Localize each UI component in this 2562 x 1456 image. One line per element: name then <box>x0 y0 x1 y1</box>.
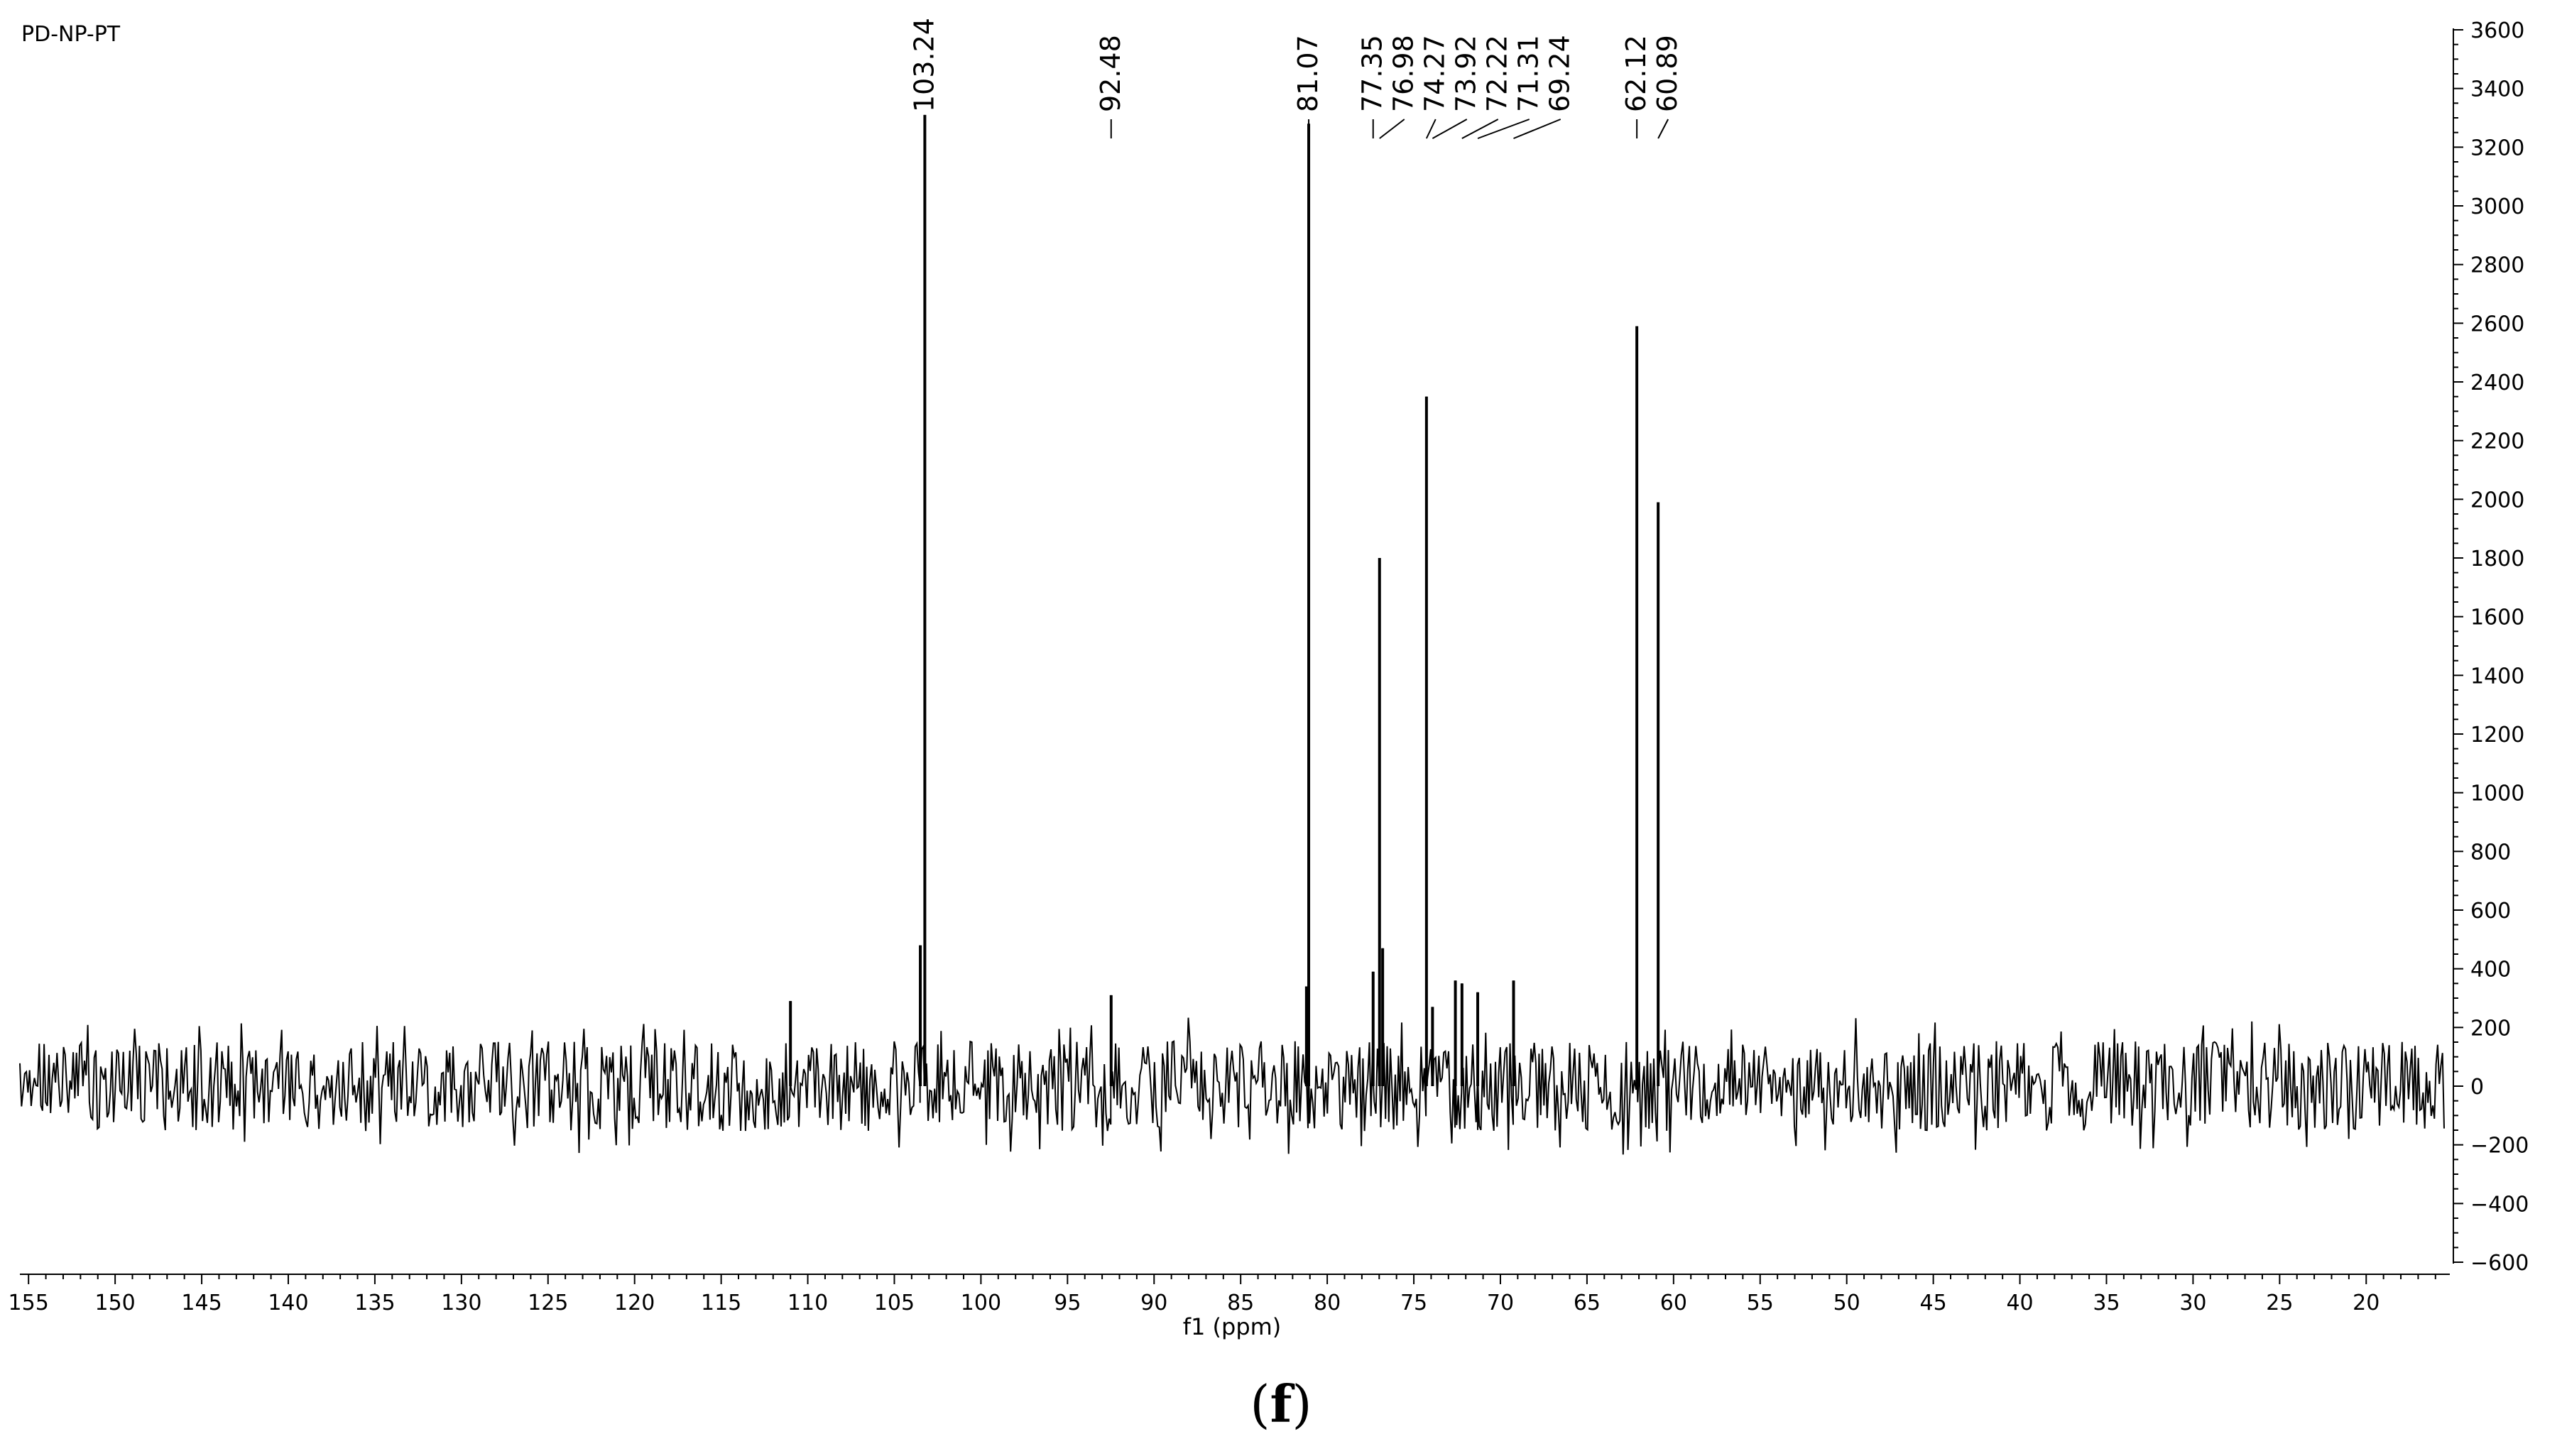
x-tick-label: 140 <box>268 1291 308 1315</box>
x-tick-label: 45 <box>1920 1291 1947 1315</box>
peak-label: 74.27 <box>1419 35 1451 112</box>
x-tick-label: 95 <box>1054 1291 1081 1315</box>
x-tick-label: 145 <box>181 1291 222 1315</box>
y-tick-label: 1400 <box>2470 664 2524 689</box>
x-tick-label: 20 <box>2353 1291 2380 1315</box>
peak-label: 77.35 <box>1357 35 1388 112</box>
y-tick-label: −600 <box>2470 1251 2529 1276</box>
peak-leader-line <box>1461 119 1499 139</box>
x-tick-label: 130 <box>441 1291 481 1315</box>
peak-label: 62.12 <box>1620 35 1652 112</box>
panel-label-letter: f <box>1270 1374 1292 1434</box>
y-tick-label: 800 <box>2470 840 2511 865</box>
peak-labels: 103.24 92.48 81.07 77.35 76.98 74.27 73.92 72.2… <box>908 18 1683 139</box>
y-tick-label: 3000 <box>2470 195 2524 219</box>
y-tick-label: 1800 <box>2470 547 2524 571</box>
peak-leader-line <box>1425 119 1437 139</box>
y-tick-label: 600 <box>2470 899 2511 924</box>
peak-label: 76.98 <box>1388 35 1419 112</box>
sample-label: PD-NP-PT <box>21 22 121 47</box>
peak-label: 103.24 <box>908 18 939 112</box>
y-tick-label: 200 <box>2470 1016 2511 1041</box>
peak-leader-line <box>1513 119 1561 139</box>
peak-label: 73.92 <box>1451 35 1482 112</box>
x-tick-label: 50 <box>1833 1291 1860 1315</box>
x-tick-label: 110 <box>787 1291 828 1315</box>
y-tick-label: 3400 <box>2470 77 2524 102</box>
peak-label: 69.24 <box>1544 35 1576 112</box>
y-tick-label: 1200 <box>2470 723 2524 748</box>
y-tick-label: 3200 <box>2470 136 2524 160</box>
y-tick-label: 1600 <box>2470 606 2524 630</box>
peak-leader-line <box>1432 119 1468 139</box>
x-tick-label: 155 <box>9 1291 49 1315</box>
peak-label: 92.48 <box>1095 35 1126 112</box>
peak-label: 72.22 <box>1482 35 1513 112</box>
x-tick-label: 35 <box>2093 1291 2120 1315</box>
x-tick-label: 150 <box>94 1291 135 1315</box>
x-tick-label: 80 <box>1314 1291 1341 1315</box>
y-tick-label: 2800 <box>2470 253 2524 278</box>
x-tick-label: 25 <box>2266 1291 2293 1315</box>
y-tick-label: 3600 <box>2470 18 2524 43</box>
peak-label: 60.89 <box>1652 35 1683 112</box>
x-tick-label: 65 <box>1574 1291 1601 1315</box>
y-tick-label: 2000 <box>2470 488 2524 513</box>
peak-label: 71.31 <box>1513 35 1544 112</box>
peak-label: 81.07 <box>1292 35 1324 112</box>
x-tick-label: 120 <box>614 1291 655 1315</box>
x-tick-label: 60 <box>1660 1291 1687 1315</box>
spectrum-trace <box>19 114 2445 1155</box>
y-tick-label: 2600 <box>2470 312 2524 336</box>
x-tick-label: 55 <box>1747 1291 1774 1315</box>
x-axis: 155 150 145 140 135 130 125 120 115 110 105 100 95 90… <box>9 1274 2450 1315</box>
x-tick-label: 90 <box>1140 1291 1167 1315</box>
y-tick-label: −400 <box>2470 1192 2529 1217</box>
panel-label: (f) <box>1250 1374 1312 1434</box>
y-tick-label: 2400 <box>2470 371 2524 395</box>
x-tick-label: 125 <box>528 1291 568 1315</box>
x-tick-label: 100 <box>961 1291 1001 1315</box>
x-tick-label: 30 <box>2179 1291 2206 1315</box>
x-tick-label: 85 <box>1227 1291 1254 1315</box>
x-tick-label: 135 <box>354 1291 395 1315</box>
x-axis-label: f1 (ppm) <box>1183 1313 1282 1340</box>
peak-leader-line <box>1379 119 1405 139</box>
y-tick-label: 0 <box>2470 1075 2484 1100</box>
x-tick-label: 75 <box>1400 1291 1427 1315</box>
x-tick-label: 115 <box>701 1291 741 1315</box>
spectrum-line <box>19 114 2445 1155</box>
y-tick-label: −200 <box>2470 1134 2529 1159</box>
y-tick-label: 400 <box>2470 958 2511 982</box>
peak-leader-line <box>1477 119 1530 139</box>
x-tick-label: 40 <box>2006 1291 2033 1315</box>
x-tick-label: 70 <box>1487 1291 1514 1315</box>
y-axis: 3600340032003000280026002400220020001800… <box>2453 18 2529 1276</box>
peak-leader-line <box>1657 119 1669 139</box>
y-tick-label: 2200 <box>2470 429 2524 454</box>
x-tick-label: 105 <box>874 1291 915 1315</box>
y-tick-label: 1000 <box>2470 782 2524 806</box>
